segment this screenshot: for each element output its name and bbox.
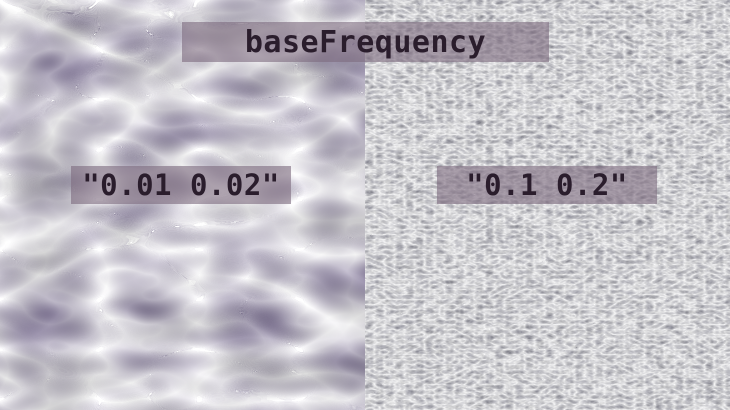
high-frequency-noise-texture (365, 0, 730, 410)
low-frequency-value-label: "0.01 0.02" (71, 166, 291, 204)
high-frequency-value-label: "0.1 0.2" (437, 166, 657, 204)
low-frequency-noise-panel (0, 0, 365, 410)
high-frequency-noise-panel (365, 0, 730, 410)
low-frequency-noise-texture (0, 0, 365, 410)
title-label: baseFrequency (182, 22, 549, 62)
